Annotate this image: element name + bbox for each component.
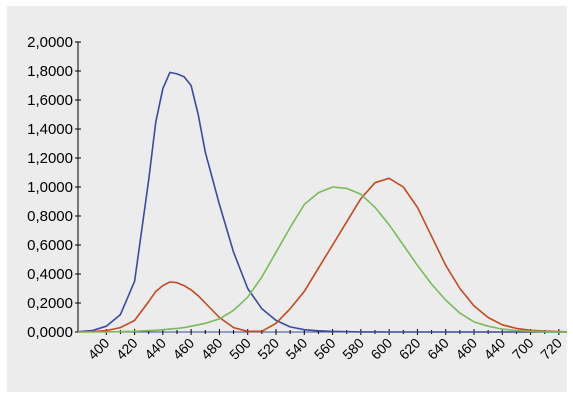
x-tick-label: 700	[509, 335, 537, 363]
y-tick-label: 1,2000	[27, 150, 73, 167]
series-line-3	[78, 186, 573, 333]
x-tick-label: 600	[367, 335, 395, 363]
y-tick-label: 0,0000	[27, 324, 73, 341]
x-tick-label: 440	[141, 335, 169, 363]
y-tick-label: 0,4000	[27, 266, 73, 283]
series-lines	[77, 71, 573, 333]
x-tick-label: 620	[396, 335, 424, 363]
chart-panel: 0,0000 0,2000 0,4000 0,6000 0,8000 1,0000 1,20…	[7, 6, 573, 392]
x-tick-label: 420	[113, 335, 141, 363]
x-tick-label: 480	[198, 335, 226, 363]
x-tick-label: 640	[424, 335, 452, 363]
x-tick-label: 500	[226, 335, 254, 363]
x-tick-label: 460	[452, 335, 480, 363]
y-axis: 0,0000 0,2000 0,4000 0,6000 0,8000 1,0000 1,20…	[27, 34, 81, 341]
x-tick-label: 400	[85, 335, 113, 363]
x-tick-label: 560	[311, 335, 339, 363]
y-tick-label: 1,8000	[27, 63, 73, 80]
chart: 0,0000 0,2000 0,4000 0,6000 0,8000 1,0000 1,20…	[27, 34, 573, 363]
y-tick-label: 0,6000	[27, 237, 73, 254]
y-tick-label: 1,6000	[27, 92, 73, 109]
series-line-2	[77, 177, 573, 333]
x-axis: 400 420 440 460 480 500 520 540 560 580 600 620 640 4…	[78, 329, 573, 363]
y-tick-label: 0,2000	[27, 295, 73, 312]
y-tick-label: 0,8000	[27, 208, 73, 225]
y-tick-label: 1,0000	[27, 179, 73, 196]
x-tick-label: 580	[339, 335, 367, 363]
y-tick-label: 1,4000	[27, 121, 73, 138]
series-line-1	[77, 71, 573, 333]
x-tick-label: 540	[283, 335, 311, 363]
y-tick-label: 2,0000	[27, 34, 73, 51]
x-tick-label: 720	[537, 335, 565, 363]
x-tick-label: 520	[254, 335, 282, 363]
x-tick-label: 460	[169, 335, 197, 363]
x-tick-label: 440	[481, 335, 509, 363]
